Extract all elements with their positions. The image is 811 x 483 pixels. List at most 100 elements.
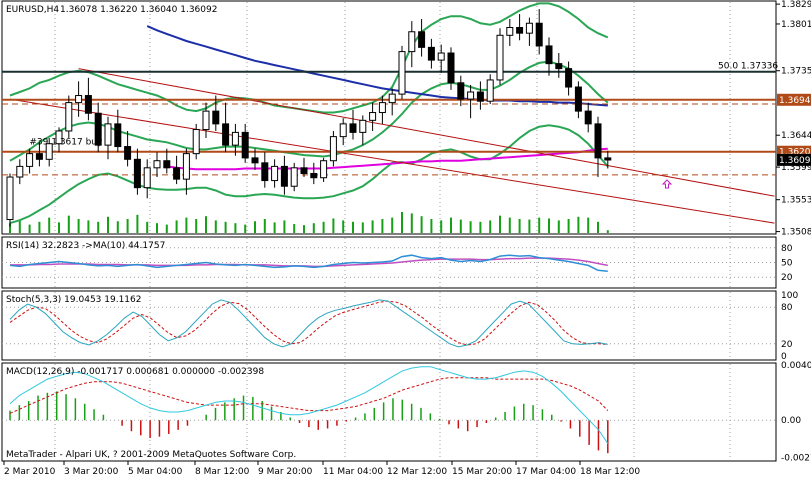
buy-arrow-icon	[661, 179, 673, 189]
macd-axis-label: 0.00	[781, 416, 801, 426]
candle-body	[310, 172, 318, 179]
rsi-panel-title: RSI(14) 32.2823 ->MA(10) 44.1757	[6, 241, 165, 251]
trend-line	[9, 98, 775, 224]
candle-body	[16, 165, 24, 178]
candle-body	[280, 165, 288, 187]
candle-body	[271, 165, 279, 182]
y-axis-tick-label: 1.35990	[781, 163, 811, 173]
candle-body	[535, 22, 543, 47]
candle-body	[339, 123, 347, 138]
candle-body	[300, 167, 308, 174]
price-level-tag-label: 1.36207	[779, 148, 811, 158]
macd-axis-label: -0.002707	[781, 453, 811, 463]
macd-main-line	[9, 366, 609, 444]
stoch-axis-label: 80	[781, 303, 793, 313]
fibo-level-label: 50.0 1.37336	[718, 62, 778, 72]
candle-body	[163, 160, 171, 169]
candle-body	[418, 31, 426, 48]
price-level-tag	[777, 153, 811, 166]
candle-body	[143, 167, 151, 189]
x-axis-tick-label: 12 Mar 12:00	[387, 467, 447, 477]
y-axis-tick-label: 1.38290	[781, 0, 811, 10]
candle-body	[75, 95, 83, 104]
candle-body	[398, 51, 406, 95]
overlay-layer: 50.0 1.37336 #39 1.3617 buy	[29, 62, 778, 148]
candle-body	[192, 129, 200, 155]
price-ohlc-header: 1.36078 1.36220 1.36040 1.36092	[60, 5, 217, 15]
stoch-main-line	[9, 299, 608, 348]
price-level-tag-label: 1.36092	[779, 156, 811, 166]
candle-body	[359, 119, 367, 133]
candle-body	[457, 82, 465, 100]
candle-body	[241, 131, 249, 159]
candle-body	[65, 102, 73, 132]
x-axis-tick-label: 3 Mar 20:00	[64, 467, 119, 477]
candle-body	[222, 123, 230, 146]
candle-body	[182, 153, 190, 180]
candle-body	[26, 153, 34, 167]
y-axis-tick-label: 1.36440	[781, 131, 811, 141]
stoch-panel-frame	[1, 290, 777, 361]
copyright-footer: MetaTrader - Alpari UK, ? 2001-2009 Meta…	[6, 450, 296, 460]
candle-body	[584, 110, 592, 125]
candle-body	[565, 68, 573, 88]
candle-body	[388, 93, 396, 104]
trend-line	[78, 68, 775, 197]
candle-body	[114, 123, 122, 148]
x-axis-tick-label: 18 Mar 12:00	[580, 467, 640, 477]
candle-body	[212, 110, 220, 125]
candle-body	[594, 123, 602, 159]
candle-body	[476, 91, 484, 102]
candle-body	[467, 91, 475, 100]
candle-body	[349, 123, 357, 133]
candle-body	[486, 79, 494, 102]
x-axis-tick-label: 17 Mar 04:00	[516, 467, 576, 477]
candle-body	[506, 27, 514, 36]
moving-average-magenta-line	[166, 147, 608, 171]
rsi-line	[9, 254, 608, 273]
candle-body	[604, 157, 612, 161]
volume-layer	[9, 212, 609, 454]
candle-body	[55, 130, 63, 145]
price-level-tag	[777, 93, 811, 106]
y-axis-tick-label: 1.35080	[781, 228, 811, 238]
moving-average-blue-line	[146, 25, 608, 107]
candle-body	[320, 160, 328, 179]
candle-body	[6, 176, 14, 221]
price-level-tag-label: 1.36940	[779, 96, 811, 106]
candle-body	[202, 110, 210, 131]
candle-body	[104, 123, 112, 146]
candle-body	[251, 157, 259, 164]
candle-body	[94, 112, 102, 146]
candle-body	[369, 112, 377, 121]
candle-body	[378, 102, 386, 114]
x-axis-tick-label: 8 Mar 12:00	[195, 467, 250, 477]
macd-panel-title: MACD(12,26,9) -0.001717 0.000681 0.00000…	[6, 367, 264, 377]
candle-body	[555, 63, 563, 70]
candle-body	[574, 86, 582, 112]
macd-signal-line	[9, 377, 609, 414]
x-axis-tick-label: 9 Mar 20:00	[258, 467, 313, 477]
candle-body	[447, 52, 455, 84]
candle-body	[45, 143, 53, 160]
stoch-panel-title: Stoch(5,3,3) 19.0453 19.1162	[6, 295, 141, 305]
candle-body	[173, 167, 181, 180]
candle-body	[124, 146, 132, 160]
trade-annotation-label: #39 1.3617 buy	[29, 138, 103, 148]
price-panel-title: EURUSD,H4	[6, 5, 59, 15]
rsi-axis-label: 50	[781, 259, 793, 269]
candles-layer	[6, 9, 612, 227]
rsi-axis-label: 80	[781, 244, 793, 254]
rsi-axis-label: 20	[781, 273, 793, 283]
stoch-axis-label: 100	[781, 291, 798, 301]
x-axis-tick-label: 2 Mar 2010	[4, 467, 56, 477]
candle-body	[231, 131, 239, 146]
candle-body	[516, 27, 524, 34]
candle-body	[437, 52, 445, 61]
candle-body	[133, 158, 141, 189]
candle-body	[329, 136, 337, 162]
y-axis-tick-label: 1.38010	[781, 20, 811, 30]
x-axis-tick-label: 5 Mar 04:00	[128, 467, 183, 477]
